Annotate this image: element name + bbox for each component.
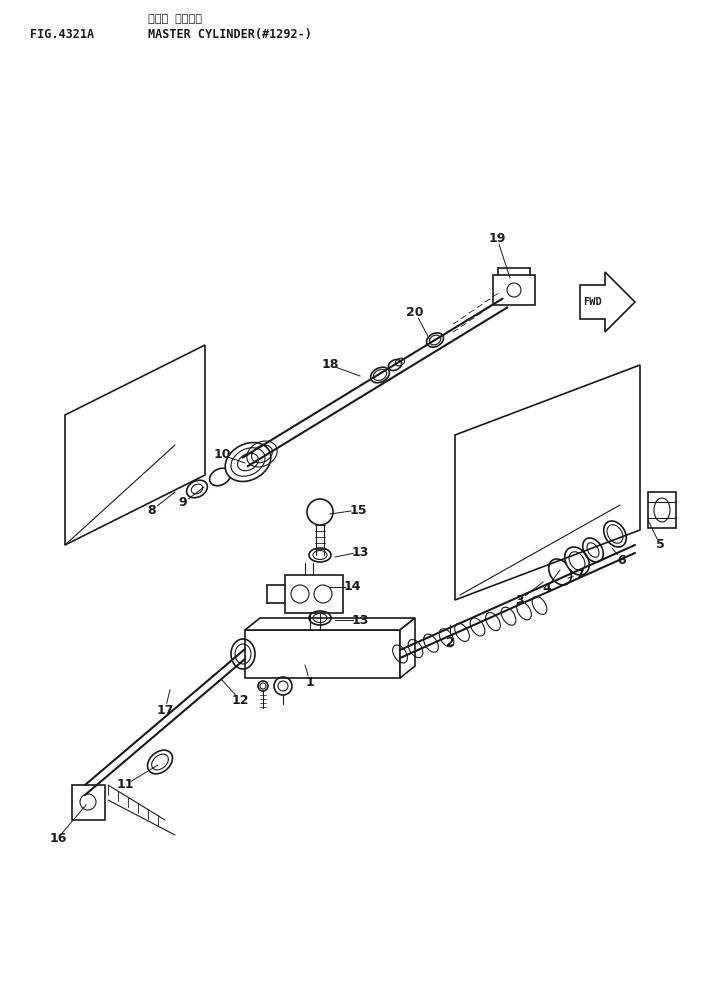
Text: 14: 14 <box>343 581 361 594</box>
Text: 11: 11 <box>116 779 133 791</box>
Polygon shape <box>72 785 105 820</box>
Text: 1: 1 <box>305 675 315 688</box>
Text: 4: 4 <box>542 582 552 595</box>
Text: 6: 6 <box>618 553 626 566</box>
Text: 5: 5 <box>655 539 665 551</box>
Text: 9: 9 <box>179 496 187 509</box>
Text: FWD: FWD <box>583 297 601 307</box>
Text: 18: 18 <box>322 359 339 372</box>
Text: 17: 17 <box>156 704 174 717</box>
Text: 13: 13 <box>351 613 368 626</box>
Text: 2: 2 <box>446 635 454 649</box>
Polygon shape <box>65 345 205 545</box>
Text: 12: 12 <box>231 693 248 707</box>
Text: 7: 7 <box>576 568 584 582</box>
Text: マスタ シリンダ: マスタ シリンダ <box>148 14 202 24</box>
Bar <box>493 275 535 305</box>
Bar <box>245 630 400 678</box>
Text: 15: 15 <box>349 503 367 516</box>
Polygon shape <box>400 618 415 678</box>
Polygon shape <box>245 618 415 630</box>
Text: 10: 10 <box>213 448 231 461</box>
Polygon shape <box>580 272 635 332</box>
Text: FIG.4321A: FIG.4321A <box>30 28 94 41</box>
Bar <box>648 492 676 528</box>
Bar <box>285 575 343 613</box>
Text: 3: 3 <box>515 594 524 607</box>
Text: MASTER CYLINDER(#1292-): MASTER CYLINDER(#1292-) <box>148 28 312 41</box>
Text: 8: 8 <box>148 503 156 516</box>
Text: 13: 13 <box>351 546 368 558</box>
Text: 20: 20 <box>406 306 424 318</box>
Text: 19: 19 <box>488 232 506 245</box>
Text: 16: 16 <box>49 832 67 844</box>
Polygon shape <box>455 365 640 600</box>
